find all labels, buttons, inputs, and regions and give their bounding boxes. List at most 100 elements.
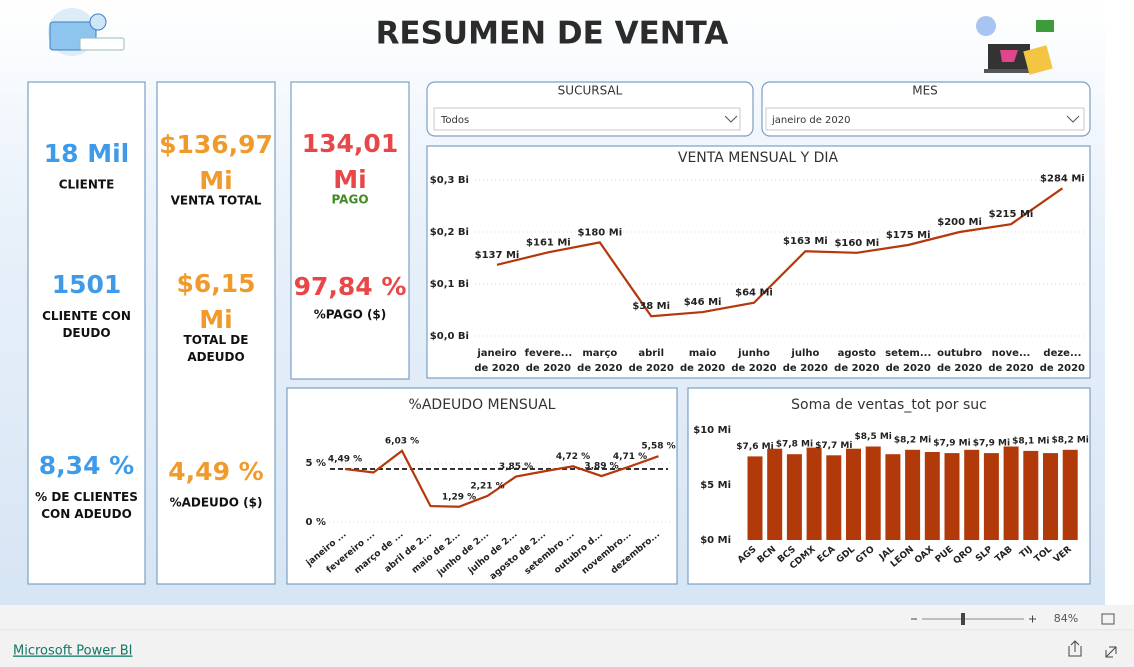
data-label: $38 Mi (632, 301, 670, 312)
line (496, 187, 1064, 318)
data-label: $7,7 Mi (815, 441, 852, 451)
x-tick-label: março de 2020 (577, 348, 622, 374)
x-tick-label: maio de 2020 (680, 348, 725, 374)
bar (905, 449, 921, 540)
data-label: $137 Mi (475, 250, 520, 261)
chevron (724, 115, 738, 123)
data-label: $7,6 Mi (736, 442, 773, 452)
y-tick-label: $0,0 Bi (430, 331, 469, 342)
footer (0, 631, 1134, 667)
x-tick-label: fevere... de 2020 (525, 348, 573, 374)
chart-title: Soma de ventas_tot por suc (791, 397, 987, 413)
icon-right (976, 16, 1054, 75)
kpi-label: VENTA TOTAL (171, 194, 262, 208)
x-tick-label: setem... de 2020 (885, 348, 931, 374)
kpi-card (290, 81, 410, 380)
kpi-value: $6,15 Mi (176, 269, 255, 334)
data-label: 4,71 % (613, 452, 647, 462)
data-label: 4,49 % (328, 455, 362, 465)
data-label: 3,89 % (584, 462, 618, 472)
y-tick-label: 5 % (306, 458, 326, 469)
slicer-title: MES (912, 84, 938, 98)
x-tick-label: nove... de 2020 (988, 348, 1033, 374)
data-label: $200 Mi (937, 217, 982, 228)
kpi-label: % DE CLIENTES CON ADEUDO (35, 490, 138, 521)
bar (964, 449, 980, 540)
data-label: 3,85 % (499, 462, 533, 472)
data-label: 2,21 % (470, 481, 504, 491)
bar (786, 454, 802, 540)
y-tick-label: $0,2 Bi (430, 227, 469, 238)
x-tick-label: outubro de 2020 (937, 348, 982, 374)
data-label: 6,03 % (385, 436, 419, 446)
page-title: RESUMEN DE VENTA (376, 16, 729, 52)
bar (924, 452, 940, 540)
y-tick-label: $0,1 Bi (430, 279, 469, 290)
bar (846, 448, 861, 540)
kpi-value: 134,01 Mi (302, 129, 398, 194)
kpi-value: 97,84 % (294, 272, 407, 301)
data-label: $8,2 Mi (894, 435, 931, 445)
line (344, 449, 659, 508)
bar (806, 447, 822, 540)
data-label: $215 Mi (989, 209, 1034, 220)
kpi-value: 4,49 % (168, 457, 263, 486)
kpi-label: PAGO (331, 193, 368, 207)
bar (1003, 446, 1019, 540)
kpi-value: 8,34 % (39, 451, 134, 480)
icon-left (48, 8, 125, 56)
kpi-value: $136,97 Mi (159, 130, 273, 195)
bar (826, 455, 842, 540)
bar (885, 454, 901, 540)
data-label: $46 Mi (684, 297, 722, 308)
kpi-label: TOTAL DE ADEUDO (184, 333, 249, 364)
x-tick-label: junho de 2020 (731, 348, 776, 374)
status-bar (0, 605, 1134, 630)
bar (1023, 450, 1039, 540)
share-icon[interactable] (1068, 640, 1082, 657)
data-label: $64 Mi (735, 288, 773, 299)
y-tick-label: $10 Mi (693, 425, 731, 436)
y-tick-label: $0,3 Bi (430, 175, 469, 186)
x-tick-label: abril de 2020 (629, 348, 674, 374)
data-label: $180 Mi (577, 227, 622, 238)
data-label: $175 Mi (886, 230, 931, 241)
bar (1043, 453, 1058, 540)
x-tick-label: deze... de 2020 (1040, 348, 1085, 374)
y-tick-label: $5 Mi (700, 480, 731, 491)
kpi-label: %PAGO ($) (314, 308, 387, 322)
chart-title: VENTA MENSUAL Y DIA (678, 150, 839, 166)
kpi-label: CLIENTE CON DEUDO (42, 309, 131, 340)
bar (944, 453, 960, 540)
data-label: $160 Mi (834, 238, 879, 249)
y-tick-label: 0 % (306, 517, 326, 528)
kpi-label: %ADEUDO ($) (170, 496, 263, 510)
x-tick-label: agosto de 2020 (834, 348, 879, 374)
dropdown[interactable] (433, 107, 741, 131)
data-label: $7,9 Mi (933, 439, 970, 449)
zoom-in[interactable] (1029, 615, 1036, 623)
y-tick-label: $0 Mi (700, 535, 731, 546)
kpi-card (27, 81, 146, 585)
data-label: $163 Mi (783, 236, 828, 247)
data-label: 1,29 % (442, 492, 476, 502)
expand-icon[interactable] (1105, 646, 1117, 658)
slicer-value: janeiro de 2020 (771, 115, 851, 126)
data-label: $284 Mi (1040, 173, 1085, 184)
data-label: $8,2 Mi (1052, 435, 1089, 445)
bar (747, 456, 763, 540)
dropdown[interactable] (765, 107, 1085, 131)
bar (865, 446, 881, 540)
data-label: $161 Mi (526, 237, 571, 248)
chart-title: %ADEUDO MENSUAL (409, 397, 556, 413)
data-label: $7,9 Mi (973, 439, 1010, 449)
x-tick-label: julho de 2020 (783, 348, 828, 374)
fit-page[interactable] (1101, 613, 1115, 625)
brand-link[interactable]: Microsoft Power BI (13, 644, 132, 659)
data-label: $7,8 Mi (776, 440, 813, 450)
zoom-thumb[interactable] (961, 613, 965, 625)
data-label: $8,1 Mi (1012, 436, 1049, 446)
kpi-value: 1501 (52, 270, 122, 299)
data-label: $8,5 Mi (855, 432, 892, 442)
